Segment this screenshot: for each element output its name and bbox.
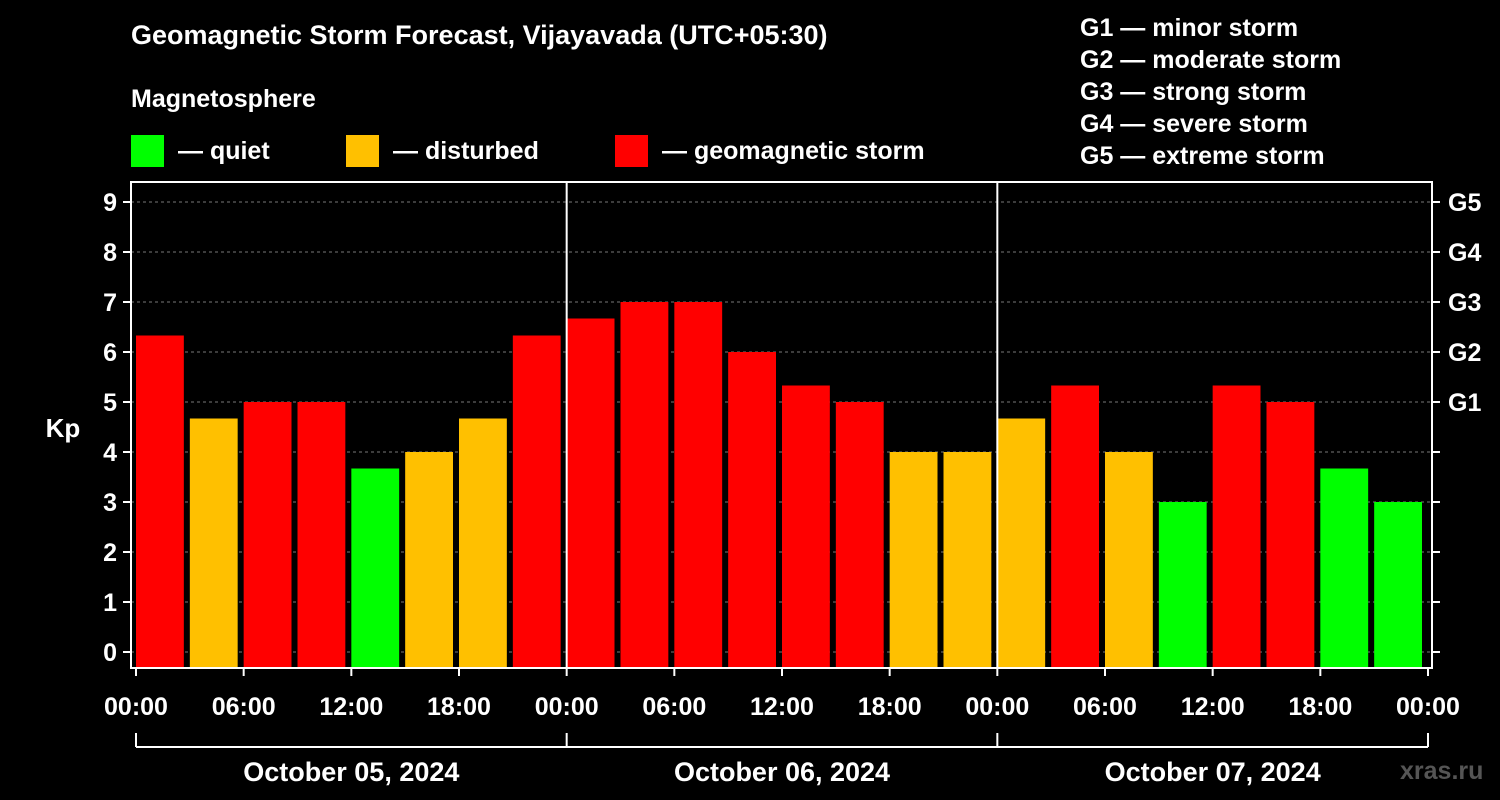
y-tick-label: 4 [103, 439, 117, 467]
kp-bar [1105, 452, 1153, 668]
x-tick-label: 18:00 [427, 693, 491, 721]
kp-bar [943, 452, 992, 668]
x-tick-label: 06:00 [642, 693, 706, 721]
kp-bar [1158, 502, 1207, 668]
kp-bar [1266, 402, 1315, 668]
kp-bar [1212, 385, 1261, 668]
g-scale-label: G3 [1448, 289, 1481, 317]
storm-scale-g1: G1 — minor storm [1080, 14, 1299, 42]
x-tick-label: 06:00 [212, 693, 276, 721]
kp-bar [512, 335, 561, 668]
kp-bar [1374, 502, 1422, 668]
y-tick-label: 1 [103, 589, 117, 617]
day-label: October 07, 2024 [1105, 757, 1321, 787]
legend-label-storm: — geomagnetic storm [662, 136, 925, 165]
y-tick-label: 0 [103, 639, 117, 667]
storm-scale-g4: G4 — severe storm [1080, 110, 1308, 138]
kp-bar [1051, 385, 1099, 668]
brand-watermark: xras.ru [1400, 757, 1484, 785]
kp-bar [405, 452, 453, 668]
day-label: October 05, 2024 [243, 757, 459, 787]
y-tick-label: 6 [103, 339, 117, 367]
legend-label-quiet: — quiet [178, 136, 270, 165]
kp-bar [566, 318, 615, 668]
y-tick-label: 5 [103, 389, 117, 417]
y-tick-label: 9 [103, 189, 117, 217]
g-scale-label: G1 [1448, 389, 1481, 417]
g-scale-label: G5 [1448, 189, 1481, 217]
y-tick-label: 2 [103, 539, 117, 567]
x-tick-label: 12:00 [1181, 693, 1245, 721]
x-tick-label: 12:00 [319, 693, 383, 721]
storm-scale-g3: G3 — strong storm [1080, 78, 1307, 106]
x-tick-label: 18:00 [858, 693, 922, 721]
legend-item-quiet: — quiet [131, 135, 270, 167]
g-scale-label: G4 [1448, 239, 1481, 267]
x-tick-label: 00:00 [965, 693, 1029, 721]
kp-bar [1320, 468, 1369, 668]
kp-bar [889, 452, 938, 668]
legend-swatch-quiet [131, 135, 164, 167]
kp-bar [136, 335, 184, 668]
legend-label-disturbed: — disturbed [393, 136, 539, 165]
x-tick-label: 00:00 [535, 693, 599, 721]
y-axis-label: Kp [46, 413, 81, 443]
y-tick-label: 3 [103, 489, 117, 517]
storm-scale-g5: G5 — extreme storm [1080, 142, 1325, 170]
kp-bar [674, 302, 723, 668]
legend-swatch-disturbed [346, 135, 379, 167]
kp-bar [297, 402, 346, 668]
kp-bar [351, 468, 400, 668]
chart-subtitle: Magnetosphere [131, 85, 316, 113]
kp-bar [459, 418, 507, 668]
kp-bar [728, 352, 776, 668]
kp-bar [243, 402, 292, 668]
g-scale-label: G2 [1448, 339, 1481, 367]
storm-scale-g2: G2 — moderate storm [1080, 46, 1342, 74]
x-tick-label: 06:00 [1073, 693, 1137, 721]
chart-title: Geomagnetic Storm Forecast, Vijayavada (… [131, 20, 828, 50]
legend-item-storm: — geomagnetic storm [615, 135, 925, 167]
y-tick-label: 7 [103, 289, 117, 317]
x-tick-label: 00:00 [1396, 693, 1460, 721]
y-tick-label: 8 [103, 239, 117, 267]
kp-bar [620, 302, 669, 668]
legend-swatch-storm [615, 135, 648, 167]
kp-bar [189, 418, 238, 668]
kp-bar [835, 402, 884, 668]
day-label: October 06, 2024 [674, 757, 890, 787]
kp-bar [997, 418, 1046, 668]
x-tick-label: 00:00 [104, 693, 168, 721]
x-tick-label: 18:00 [1288, 693, 1352, 721]
legend-item-disturbed: — disturbed [346, 135, 539, 167]
x-tick-label: 12:00 [750, 693, 814, 721]
kp-bar [782, 385, 830, 668]
